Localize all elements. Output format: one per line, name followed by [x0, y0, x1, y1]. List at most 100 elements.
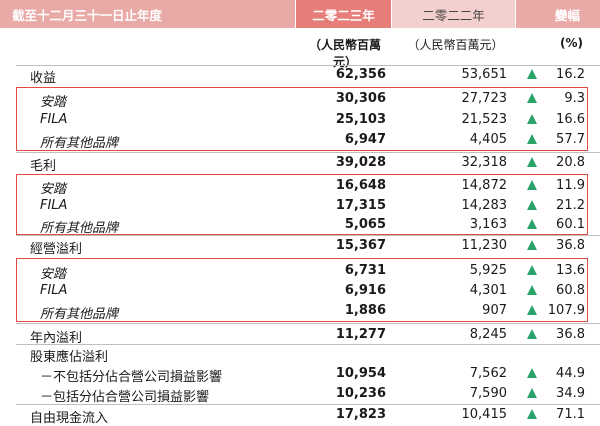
- triangle-up-icon: [527, 114, 537, 124]
- value-2023: 62,356: [335, 67, 386, 82]
- column-header-change: 變幅: [516, 0, 600, 28]
- row-label: 安踏: [40, 182, 67, 197]
- row-label: 所有其他品牌: [40, 136, 119, 151]
- row-label: 股東應佔溢利: [30, 350, 109, 365]
- triangle-up-icon: [527, 157, 537, 167]
- triangle-up-icon: [527, 285, 537, 295]
- table-row: 所有其他品牌 1,886 907 107.9: [0, 300, 600, 322]
- row-label: －不包括分佔合營公司損益影響: [40, 370, 223, 385]
- change-pct: 57.7: [556, 132, 585, 147]
- row-label: 自由現金流入: [30, 411, 109, 426]
- change-pct: 107.9: [547, 303, 585, 318]
- row-label: 年內溢利: [30, 331, 83, 346]
- table-row: 所有其他品牌 5,065 3,163 60.1: [0, 214, 600, 236]
- triangle-up-icon: [527, 305, 537, 315]
- value-2023: 16,648: [335, 178, 386, 193]
- unit-2022: （人民幣百萬元）: [407, 38, 504, 52]
- change-pct: 60.8: [556, 283, 585, 298]
- value-2022: 32,318: [461, 155, 508, 170]
- divider: [16, 404, 600, 405]
- row-label: 毛利: [30, 159, 57, 174]
- change-pct: 36.8: [556, 238, 585, 253]
- table-row: 毛利 39,028 32,318 20.8: [0, 152, 600, 174]
- change-pct: 44.9: [556, 366, 585, 381]
- table-row: －不包括分佔合營公司損益影響 10,954 7,562 44.9: [0, 363, 600, 385]
- column-header-2023: 二零二三年: [296, 0, 391, 28]
- value-2022: 3,163: [469, 217, 507, 232]
- triangle-up-icon: [527, 265, 537, 275]
- triangle-up-icon: [527, 219, 537, 229]
- change-pct: 11.9: [556, 178, 585, 193]
- brand-breakdown-box-gross-profit: [16, 174, 588, 235]
- value-2022: 4,301: [469, 283, 507, 298]
- table-row: FILA 17,315 14,283 21.2: [0, 195, 600, 217]
- row-label: 經營溢利: [30, 242, 83, 257]
- triangle-up-icon: [527, 240, 537, 250]
- table-row: 安踏 16,648 14,872 11.9: [0, 175, 600, 197]
- value-2023: 6,947: [344, 132, 386, 147]
- value-2022: 21,523: [461, 112, 508, 127]
- value-2022: 53,651: [461, 67, 508, 82]
- triangle-up-icon: [527, 329, 537, 339]
- change-pct: 16.2: [556, 67, 585, 82]
- brand-breakdown-box-operating-profit: [16, 258, 588, 322]
- triangle-up-icon: [527, 180, 537, 190]
- value-2023: 10,236: [335, 386, 386, 401]
- change-pct: 60.1: [556, 217, 585, 232]
- unit-change: (%): [560, 36, 583, 50]
- change-pct: 13.6: [556, 263, 585, 278]
- table-row: 安踏 30,306 27,723 9.3: [0, 88, 600, 110]
- table-row: FILA 6,916 4,301 60.8: [0, 280, 600, 302]
- table-row: 股東應佔溢利: [0, 343, 600, 365]
- table-row: 安踏 6,731 5,925 13.6: [0, 260, 600, 282]
- table-row: 收益 62,356 53,651 16.2: [0, 64, 600, 86]
- column-header-2022: 二零二二年: [392, 0, 515, 28]
- table-row: －包括分佔合營公司損益影響 10,236 7,590 34.9: [0, 383, 600, 405]
- value-2023: 39,028: [335, 155, 386, 170]
- value-2023: 6,916: [344, 283, 386, 298]
- value-2022: 5,925: [469, 263, 507, 278]
- change-pct: 20.8: [556, 155, 585, 170]
- change-pct: 36.8: [556, 327, 585, 342]
- value-2023: 5,065: [344, 217, 386, 232]
- value-2022: 10,415: [461, 407, 508, 422]
- change-pct: 9.3: [564, 91, 585, 106]
- value-2022: 7,562: [469, 366, 507, 381]
- table-row: 年內溢利 11,277 8,245 36.8: [0, 324, 600, 346]
- value-2022: 11,230: [461, 238, 508, 253]
- row-label: 所有其他品牌: [40, 221, 119, 236]
- value-2023: 25,103: [335, 112, 386, 127]
- value-2022: 4,405: [469, 132, 507, 147]
- value-2023: 1,886: [344, 303, 386, 318]
- triangle-up-icon: [527, 368, 537, 378]
- row-label: FILA: [40, 283, 68, 298]
- row-label: 安踏: [40, 95, 67, 110]
- divider: [16, 65, 600, 66]
- divider: [16, 235, 600, 236]
- divider: [16, 344, 600, 345]
- triangle-up-icon: [527, 200, 537, 210]
- value-2022: 27,723: [461, 91, 508, 106]
- row-label: 安踏: [40, 267, 67, 282]
- value-2023: 15,367: [335, 238, 386, 253]
- triangle-up-icon: [527, 93, 537, 103]
- change-pct: 71.1: [556, 407, 585, 422]
- table-row: 自由現金流入 17,823 10,415 71.1: [0, 404, 600, 426]
- value-2022: 7,590: [469, 386, 507, 401]
- divider: [16, 152, 600, 153]
- triangle-up-icon: [527, 409, 537, 419]
- row-label: FILA: [40, 198, 68, 213]
- value-2023: 30,306: [335, 91, 386, 106]
- change-pct: 34.9: [556, 386, 585, 401]
- period-header: 截至十二月三十一日止年度: [0, 0, 295, 28]
- row-label: －包括分佔合營公司損益影響: [40, 390, 210, 405]
- triangle-up-icon: [527, 388, 537, 398]
- row-label: FILA: [40, 112, 68, 127]
- triangle-up-icon: [527, 69, 537, 79]
- table-row: 所有其他品牌 6,947 4,405 57.7: [0, 129, 600, 151]
- divider: [16, 323, 600, 324]
- triangle-up-icon: [527, 134, 537, 144]
- value-2022: 14,283: [461, 198, 508, 213]
- value-2022: 14,872: [461, 178, 508, 193]
